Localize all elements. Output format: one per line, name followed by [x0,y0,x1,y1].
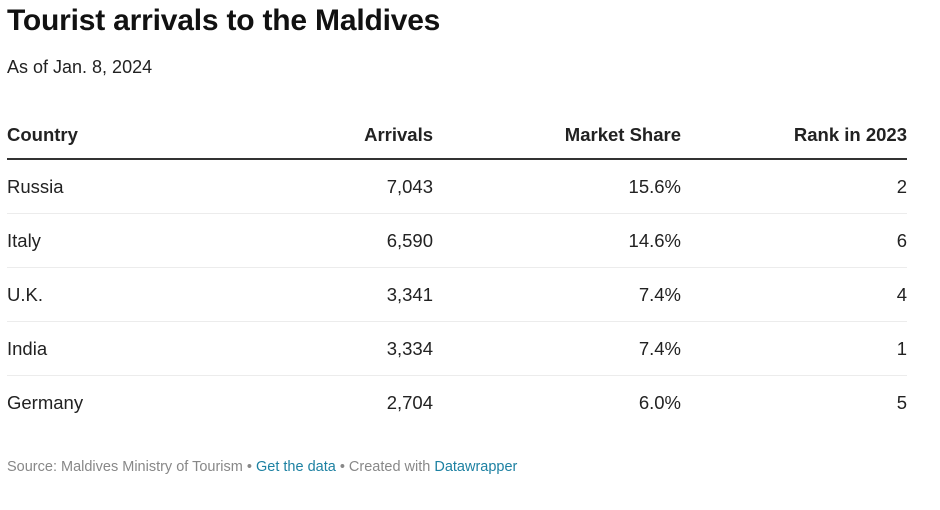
cell-market-share: 7.4% [433,321,681,376]
cell-rank: 2 [681,159,907,214]
get-the-data-link[interactable]: Get the data [255,459,336,475]
data-table: Country Arrivals Market Share Rank in 20… [7,112,907,429]
datawrapper-link[interactable]: Datawrapper [434,459,518,475]
column-header-arrivals[interactable]: Arrivals [207,112,433,160]
column-header-country[interactable]: Country [7,112,207,160]
chart-subtitle: As of Jan. 8, 2024 [7,57,153,77]
created-with-text: • Created with [335,459,435,475]
cell-market-share: 15.6% [433,159,681,214]
cell-rank: 5 [896,391,907,413]
cell-market-share: 14.6% [433,213,681,268]
separator: • [242,459,256,475]
cell-arrivals: 3,334 [207,321,433,376]
column-header-market-share[interactable]: Market Share [433,112,681,160]
cell-arrivals: 2,704 [386,391,433,413]
table-row: Germany 2,704 6.0% 5 [7,376,907,430]
column-header-rank[interactable]: Rank in 2023 [681,112,907,160]
cell-country: Italy [7,213,207,268]
cell-country: Russia [7,159,207,214]
cell-country: India [7,321,207,376]
cell-rank: 6 [681,213,907,268]
cell-country: U.K. [7,267,207,322]
source-text: Source: Maldives Ministry of Tourism [7,459,243,475]
chart-title: Tourist arrivals to the Maldives [7,4,441,37]
table-row: India 3,334 7.4% 1 [7,321,907,376]
chart-footer: Source: Maldives Ministry of Tourism • G… [7,459,517,475]
cell-rank: 1 [681,321,907,376]
cell-country: Germany [7,391,84,413]
table-row: Italy 6,590 14.6% 6 [7,213,907,268]
cell-arrivals: 3,341 [207,267,433,322]
cell-rank: 4 [681,267,907,322]
cell-market-share: 7.4% [433,267,681,322]
table-row: U.K. 3,341 7.4% 4 [7,267,907,322]
cell-market-share: 6.0% [638,391,681,413]
table-row: Russia 7,043 15.6% 2 [7,159,907,214]
cell-arrivals: 7,043 [207,159,433,214]
cell-arrivals: 6,590 [207,213,433,268]
table-header-row: Country Arrivals Market Share Rank in 20… [7,112,907,160]
